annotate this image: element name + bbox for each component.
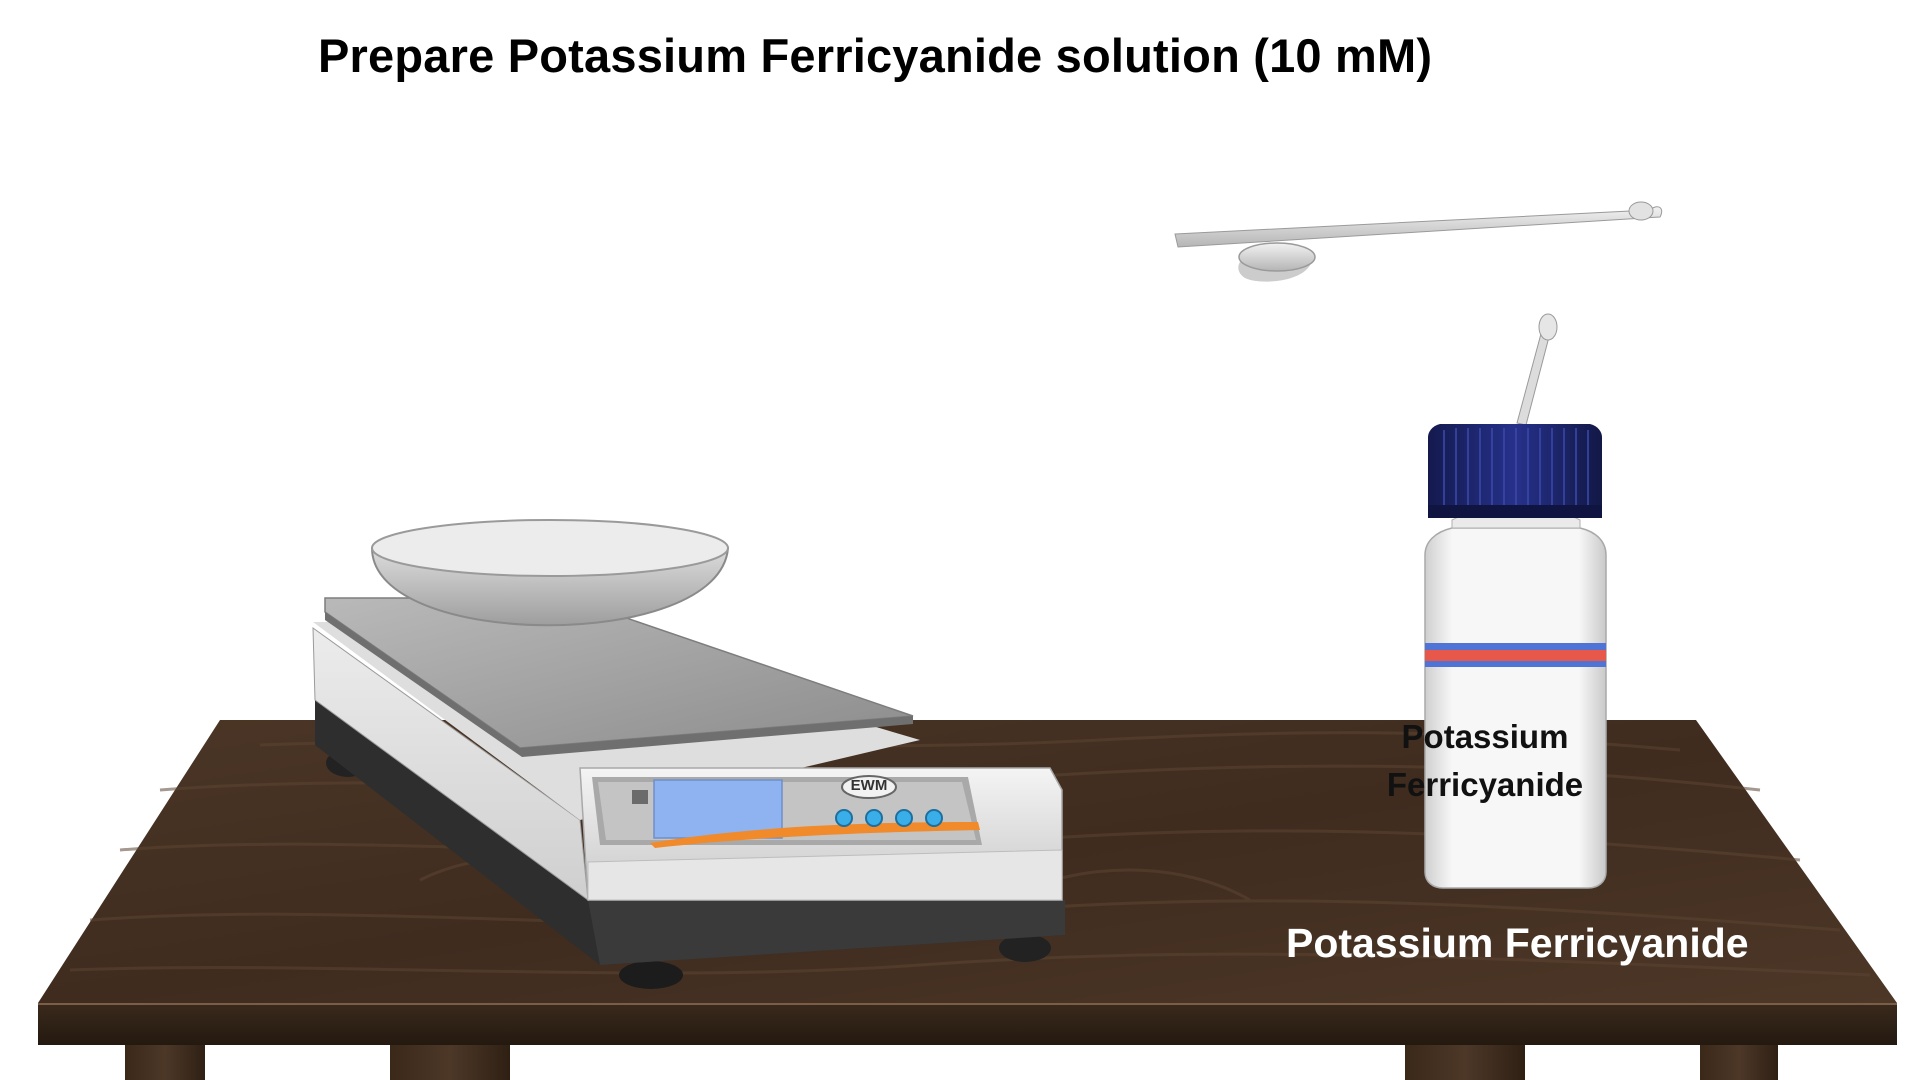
table-leg: [390, 1040, 510, 1080]
table-leg: [1405, 1040, 1525, 1080]
balance-brand-label: EWM: [850, 777, 888, 794]
bottle-label-line-2: Ferricyanide: [1386, 766, 1584, 803]
reagent-bottle-icon: [1424, 313, 1607, 889]
spatula-icon: [1174, 201, 1663, 282]
bottle-label: Potassium Ferricyanide: [1378, 713, 1592, 809]
balance-button-1[interactable]: [835, 809, 853, 827]
balance-button-4[interactable]: [925, 809, 943, 827]
digital-balance-icon: [312, 519, 1065, 989]
balance-display: [653, 779, 783, 839]
table-leg: [125, 1040, 205, 1080]
bottle-stripe-red: [1425, 650, 1606, 661]
page-title: Prepare Potassium Ferricyanide solution …: [318, 29, 1433, 82]
balance-button-2[interactable]: [865, 809, 883, 827]
balance-button-3[interactable]: [895, 809, 913, 827]
table-leg: [1700, 1040, 1778, 1080]
table-edge: [38, 1003, 1897, 1045]
bottle-stripe-blue: [1425, 643, 1606, 650]
bottle-label-line-1: Potassium: [1401, 718, 1569, 755]
weighing-boat-icon: [370, 519, 730, 627]
table-label: Potassium Ferricyanide: [1286, 920, 1749, 966]
